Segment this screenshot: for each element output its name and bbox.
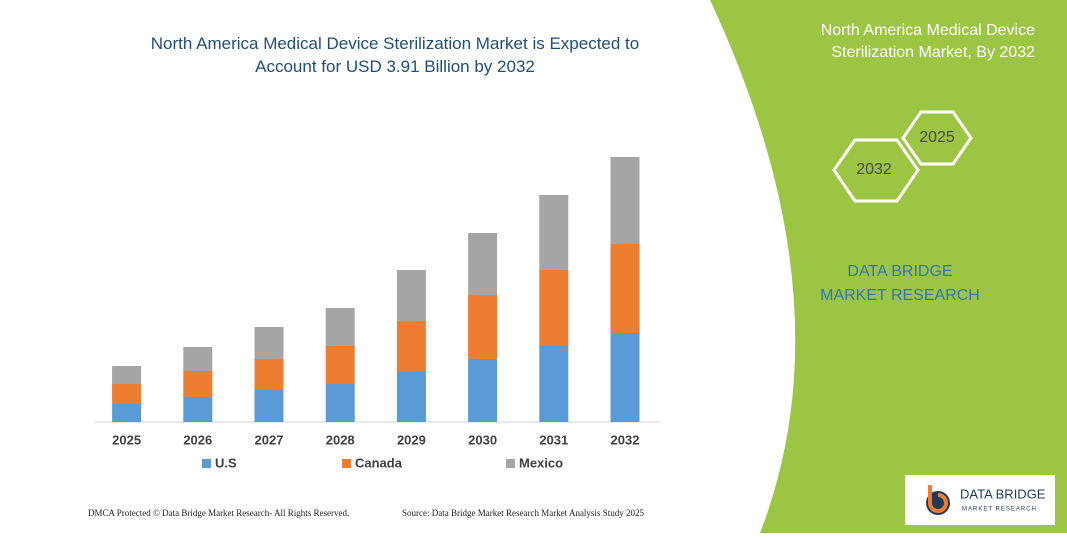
bar: [468, 233, 498, 295]
x-tick-label: 2029: [397, 432, 426, 447]
bar: [183, 371, 213, 397]
x-tick-label: 2028: [326, 432, 355, 447]
bar: [325, 384, 355, 422]
bar: [610, 333, 640, 422]
bar: [112, 384, 142, 404]
bar: [610, 244, 640, 333]
logo-name: DATA BRIDGE: [960, 486, 1046, 501]
bar: [610, 157, 640, 244]
legend-label: U.S: [215, 455, 237, 470]
x-tick-label: 2025: [112, 432, 141, 447]
legend-swatch: [202, 459, 211, 468]
x-tick-label: 2030: [468, 432, 497, 447]
green-panel: [710, 0, 1067, 533]
chart-title: North America Medical Device Sterilizati…: [150, 34, 640, 76]
bar: [112, 404, 142, 422]
legend-label: Canada: [355, 455, 403, 470]
bar: [325, 346, 355, 384]
legend-label: Mexico: [519, 455, 563, 470]
logo-mark: [928, 485, 948, 513]
bar: [396, 321, 426, 372]
bar: [539, 195, 569, 270]
hexagon-label: 2032: [856, 161, 892, 178]
x-tick-label: 2032: [611, 432, 640, 447]
title-box: North America Medical Device Sterilizati…: [150, 34, 640, 76]
hexagon: [832, 138, 920, 203]
bar: [468, 359, 498, 422]
logo-tagline: MARKET RESEARCH: [962, 507, 1037, 513]
bar: [112, 366, 142, 384]
x-tick-label: 2027: [255, 432, 284, 447]
bar: [254, 327, 284, 359]
bar: [183, 347, 213, 371]
footer-right: Source: Data Bridge Market Research Mark…: [402, 508, 644, 518]
bar: [254, 359, 284, 390]
x-tick-label: 2026: [183, 432, 212, 447]
legend-swatch: [342, 459, 351, 468]
bar: [325, 308, 355, 346]
brand-text: DATA BRIDGE MARKET RESEARCH: [820, 263, 980, 304]
bar: [468, 295, 498, 359]
panel-title-box: North America Medical Device Sterilizati…: [820, 22, 1035, 61]
panel-title: North America Medical Device Sterilizati…: [820, 22, 1035, 61]
legend-swatch: [506, 459, 515, 468]
bar: [183, 397, 213, 422]
bar: [539, 346, 569, 422]
hexagon: [901, 110, 973, 166]
bar: [396, 270, 426, 321]
bar: [396, 372, 426, 422]
brand-box: DATA BRIDGE MARKET RESEARCH: [820, 263, 980, 304]
bar: [539, 270, 569, 346]
footer-left: DMCA Protected © Data Bridge Market Rese…: [88, 508, 349, 518]
bar: [254, 390, 284, 422]
x-tick-label: 2031: [539, 432, 568, 447]
hexagon-label: 2025: [919, 129, 955, 146]
